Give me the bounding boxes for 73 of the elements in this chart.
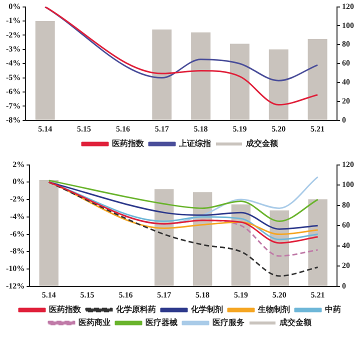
- y2-tick-label: 60: [342, 58, 350, 68]
- y-tick-label: -3%: [6, 44, 21, 54]
- bar: [191, 32, 211, 120]
- y2-tick-label: 60: [342, 220, 350, 230]
- y-tick-label: -2%: [10, 194, 25, 204]
- legend-label: 医药指数: [112, 139, 145, 148]
- legend-label: 中药: [325, 305, 341, 314]
- y-tick-label: -8%: [6, 115, 21, 124]
- legend-label: 医疗服务: [212, 318, 244, 328]
- y-tick-label: -7%: [6, 101, 21, 110]
- y2-tick-label: 120: [342, 160, 354, 169]
- y2-tick-label: 40: [342, 78, 350, 87]
- x-tick-label: 5.17: [157, 290, 172, 300]
- bar: [231, 204, 251, 286]
- x-tick-label: 5.21: [310, 290, 325, 300]
- x-tick-label: 5.21: [310, 124, 325, 134]
- y-tick-label: -2%: [6, 30, 21, 40]
- legend-label: 化学制剂: [190, 304, 223, 314]
- y-tick-label: 0%: [12, 177, 25, 186]
- x-tick-label: 5.17: [154, 124, 169, 134]
- y-tick-label: 0%: [8, 2, 21, 11]
- legend-label: 化学原料药: [115, 305, 156, 314]
- y2-tick-label: 0: [342, 115, 346, 124]
- y-tick-label: -4%: [10, 212, 25, 221]
- x-tick-label: 5.14: [42, 290, 56, 300]
- legend-label: 上证综指: [178, 139, 211, 148]
- legend-label: 成交金额: [245, 138, 279, 148]
- y2-tick-label: 100: [342, 20, 354, 30]
- y-tick-label: -12%: [6, 281, 25, 290]
- x-tick-label: 5.20: [272, 290, 286, 300]
- x-tick-label: 5.20: [272, 124, 286, 134]
- x-tick-label: 5.18: [196, 290, 210, 300]
- x-tick-label: 5.14: [38, 124, 52, 134]
- x-tick-label: 5.16: [116, 124, 130, 134]
- y-tick-label: -5%: [6, 72, 21, 82]
- x-tick-label: 5.15: [77, 124, 92, 134]
- y2-tick-label: 80: [342, 200, 350, 210]
- y-tick-label: -10%: [6, 264, 25, 274]
- y2-tick-label: 40: [342, 240, 350, 250]
- bar: [308, 199, 328, 286]
- line-series: [48, 181, 319, 277]
- bar: [268, 49, 288, 120]
- y2-tick-label: 100: [342, 180, 354, 190]
- y-tick-label: -6%: [10, 229, 25, 238]
- bar: [35, 21, 55, 120]
- y2-tick-label: 0: [342, 281, 346, 290]
- legend-label: 医药商业: [78, 317, 110, 328]
- y2-tick-label: 120: [342, 2, 354, 11]
- bar: [39, 180, 58, 286]
- legend-label: 生物制剂: [257, 304, 290, 314]
- bar: [308, 38, 328, 120]
- y2-tick-label: 20: [342, 96, 350, 106]
- legend-label: 成交金额: [278, 317, 312, 328]
- y2-tick-label: 80: [342, 40, 350, 49]
- bar: [192, 192, 212, 286]
- x-tick-label: 5.19: [232, 124, 247, 134]
- bar: [152, 30, 172, 120]
- y-tick-label: -1%: [6, 16, 21, 26]
- x-tick-label: 5.16: [118, 290, 133, 300]
- bar: [154, 189, 174, 286]
- x-tick-label: 5.18: [194, 124, 208, 134]
- y-tick-label: -4%: [6, 58, 21, 68]
- x-tick-label: 5.15: [80, 290, 94, 300]
- legend-label: 医药指数: [49, 305, 82, 314]
- legend-label: 医疗器械: [146, 318, 178, 328]
- y-tick-label: -8%: [10, 246, 25, 256]
- line-series: [44, 6, 318, 106]
- x-tick-label: 5.19: [234, 290, 248, 300]
- y-tick-label: -6%: [6, 87, 21, 96]
- line-series: [44, 6, 318, 82]
- y2-tick-label: 20: [342, 261, 350, 270]
- y-tick-label: 2%: [12, 160, 25, 169]
- bar: [230, 44, 250, 120]
